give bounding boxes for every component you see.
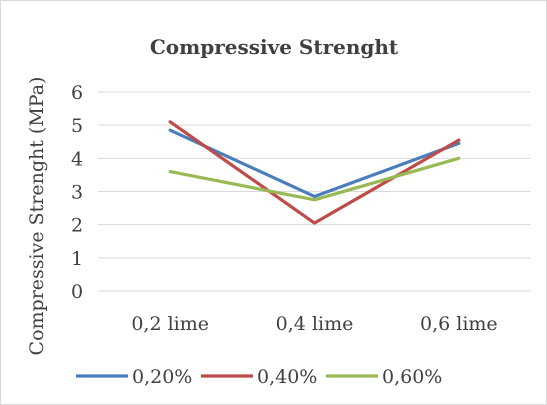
y-tick-label: 0 bbox=[71, 281, 83, 303]
y-axis-ticks: 0 1 2 3 4 5 6 bbox=[71, 82, 83, 303]
y-tick-label: 1 bbox=[71, 248, 83, 270]
y-tick-label: 5 bbox=[71, 115, 83, 137]
series-lines bbox=[168, 120, 461, 225]
x-tick-label: 0,6 lime bbox=[420, 313, 498, 335]
series-line bbox=[168, 120, 461, 225]
y-tick-label: 4 bbox=[71, 148, 83, 170]
legend: 0,20% 0,40% 0,60% bbox=[76, 366, 442, 388]
x-tick-label: 0,2 lime bbox=[131, 313, 209, 335]
y-axis-label: Compressive Strenght (MPa) bbox=[26, 77, 48, 356]
y-tick-label: 6 bbox=[71, 82, 83, 104]
gridlines bbox=[98, 91, 531, 292]
series-line bbox=[168, 156, 461, 202]
chart-title: Compressive Strenght bbox=[150, 35, 399, 59]
x-axis-ticks: 0,2 lime 0,4 lime 0,6 lime bbox=[131, 313, 497, 335]
legend-label: 0,20% bbox=[132, 366, 192, 388]
legend-label: 0,40% bbox=[257, 366, 317, 388]
y-tick-label: 2 bbox=[71, 215, 83, 237]
legend-label: 0,60% bbox=[382, 366, 442, 388]
series-line bbox=[168, 128, 461, 199]
x-tick-label: 0,4 lime bbox=[276, 313, 354, 335]
y-tick-label: 3 bbox=[71, 182, 83, 204]
